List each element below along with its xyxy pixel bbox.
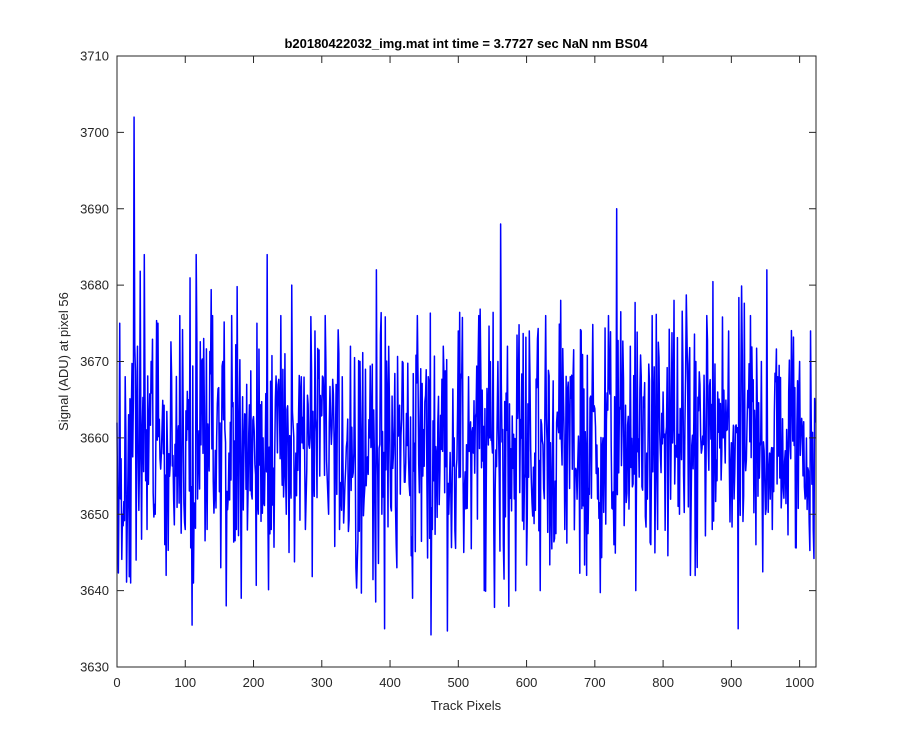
x-tick-label: 800	[652, 675, 674, 690]
y-axis-label: Signal (ADU) at pixel 56	[56, 292, 71, 431]
y-tick-label: 3670	[80, 354, 109, 369]
x-tick-label: 500	[447, 675, 469, 690]
x-tick-label: 400	[379, 675, 401, 690]
x-tick-label: 700	[584, 675, 606, 690]
y-tick-label: 3660	[80, 430, 109, 445]
plot-area-background	[117, 56, 816, 667]
x-axis-ticks: 0 100 200 300 400 500 600 700 800 900 1000	[113, 56, 814, 690]
x-tick-label: 600	[516, 675, 538, 690]
y-tick-label: 3630	[80, 660, 109, 675]
x-axis-label: Track Pixels	[431, 698, 502, 713]
y-tick-label: 3700	[80, 125, 109, 140]
y-tick-label: 3710	[80, 49, 109, 64]
x-tick-label: 200	[243, 675, 265, 690]
x-tick-label: 300	[311, 675, 333, 690]
y-tick-label: 3640	[80, 583, 109, 598]
y-axis-ticks: 3630 3640 3650 3660 3670 3680 3690 3700 3710	[80, 49, 816, 675]
x-tick-label: 900	[721, 675, 743, 690]
series-layer	[116, 116, 817, 636]
y-tick-label: 3680	[80, 278, 109, 293]
chart-title: b20180422032_img.mat int time = 3.7727 s…	[284, 36, 648, 51]
x-tick-label: 100	[174, 675, 196, 690]
y-tick-label: 3690	[80, 201, 109, 216]
x-tick-label: 1000	[785, 675, 814, 690]
series-line	[116, 116, 817, 636]
x-tick-label: 0	[113, 675, 120, 690]
y-tick-label: 3650	[80, 507, 109, 522]
